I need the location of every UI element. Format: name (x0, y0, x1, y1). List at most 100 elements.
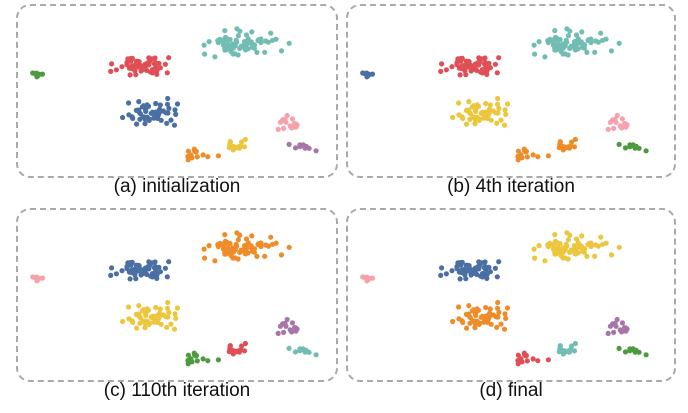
data-point (243, 38, 249, 45)
data-point (194, 358, 200, 364)
data-point (235, 237, 241, 243)
data-point (39, 71, 46, 77)
data-point (472, 121, 478, 127)
data-point (616, 244, 622, 250)
data-point (171, 122, 178, 128)
data-point (603, 240, 609, 246)
data-point (572, 340, 578, 347)
data-point (120, 114, 126, 121)
data-point (234, 26, 240, 32)
data-point (164, 120, 170, 126)
scatter-plot-initialization (30, 26, 319, 163)
data-point (450, 114, 456, 121)
data-point (254, 253, 260, 259)
data-point (273, 240, 279, 246)
data-point (165, 95, 171, 102)
data-point (369, 71, 376, 77)
data-point (475, 60, 481, 66)
data-point (568, 43, 574, 49)
data-point (535, 154, 541, 160)
data-point (149, 56, 155, 62)
data-point (586, 37, 592, 43)
data-point (155, 113, 161, 119)
data-point (251, 249, 257, 255)
data-point (478, 314, 484, 320)
data-point (614, 316, 620, 323)
data-point (146, 320, 153, 326)
data-point (133, 311, 139, 317)
data-point (449, 268, 455, 274)
data-point (483, 268, 489, 274)
data-point (485, 113, 491, 119)
data-point (220, 246, 226, 252)
data-point (145, 264, 151, 270)
data-point (608, 252, 615, 258)
data-point (636, 349, 642, 355)
data-point (524, 154, 530, 160)
data-point (242, 47, 249, 53)
data-point (232, 43, 238, 49)
data-point (140, 270, 146, 276)
data-point (465, 58, 471, 64)
data-point (149, 70, 156, 76)
data-point (109, 61, 115, 67)
data-point (148, 314, 154, 320)
data-point (157, 102, 163, 108)
data-point (292, 349, 299, 355)
data-point (172, 311, 178, 317)
data-point (563, 241, 569, 247)
data-point (469, 308, 475, 314)
data-point (623, 325, 629, 331)
data-point (479, 274, 486, 280)
data-point (456, 316, 462, 322)
data-point (631, 143, 637, 149)
data-point (476, 116, 483, 122)
data-point (193, 148, 199, 155)
data-point (557, 139, 563, 145)
panel-4th-iteration (346, 4, 676, 178)
data-point (593, 242, 599, 248)
data-point (557, 249, 563, 256)
data-point (572, 136, 578, 143)
data-point (479, 56, 485, 62)
data-point (555, 245, 561, 251)
data-point (157, 65, 163, 71)
data-point (443, 271, 449, 277)
data-point (144, 306, 150, 312)
data-point (281, 329, 287, 335)
data-point (479, 260, 485, 266)
data-point (135, 262, 141, 268)
data-point (643, 148, 649, 154)
data-point (474, 102, 480, 108)
scatter-plot-110th-iteration (30, 230, 319, 367)
data-point (275, 126, 281, 132)
data-point (617, 123, 623, 129)
data-point (236, 349, 242, 355)
data-point (140, 114, 146, 120)
data-point (459, 55, 465, 62)
data-point (573, 242, 579, 249)
data-point (248, 40, 254, 46)
data-point (233, 241, 239, 247)
data-point (462, 272, 468, 278)
data-point (129, 259, 135, 265)
data-point (306, 349, 312, 355)
data-point (219, 38, 225, 44)
data-point (165, 299, 171, 306)
data-point (124, 59, 130, 66)
data-point (479, 70, 486, 76)
data-point (503, 111, 509, 117)
data-point (136, 303, 142, 309)
data-point (535, 358, 541, 364)
data-point (286, 345, 292, 351)
data-point (502, 107, 508, 113)
data-point (464, 121, 470, 127)
data-point (154, 71, 160, 77)
data-point (536, 243, 542, 249)
data-point (443, 67, 449, 73)
data-point (286, 244, 292, 250)
data-point (559, 347, 565, 353)
data-point (542, 54, 548, 60)
data-point (562, 247, 568, 253)
data-point (463, 311, 469, 317)
